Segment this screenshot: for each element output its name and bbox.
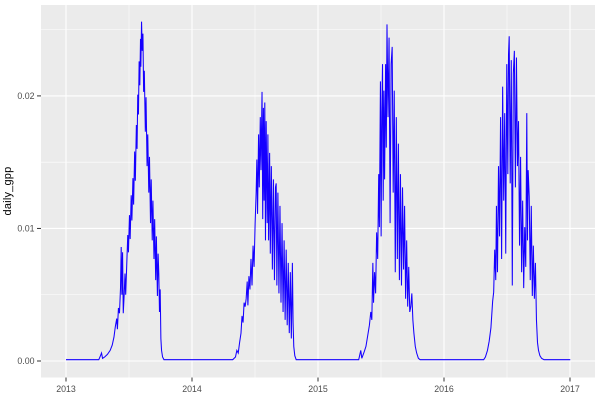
y-axis-labels: 0.00 0.01 0.02 [17,91,34,366]
y-tick-label: 0.00 [17,356,34,366]
x-tick-label: 2015 [308,384,328,394]
x-tick-label: 2017 [560,384,580,394]
y-tick-label: 0.01 [17,223,34,233]
x-tick-label: 2014 [182,384,202,394]
y-tick-label: 0.02 [17,91,34,101]
x-tick-label: 2013 [56,384,76,394]
y-axis-title: daily_gpp [2,166,14,216]
grid-major [41,5,595,378]
axis-tick-marks [37,95,571,382]
x-tick-label: 2016 [434,384,454,394]
x-axis-labels: 2013 2014 2015 2016 2017 [56,384,580,394]
gpp-line-series [66,21,571,361]
